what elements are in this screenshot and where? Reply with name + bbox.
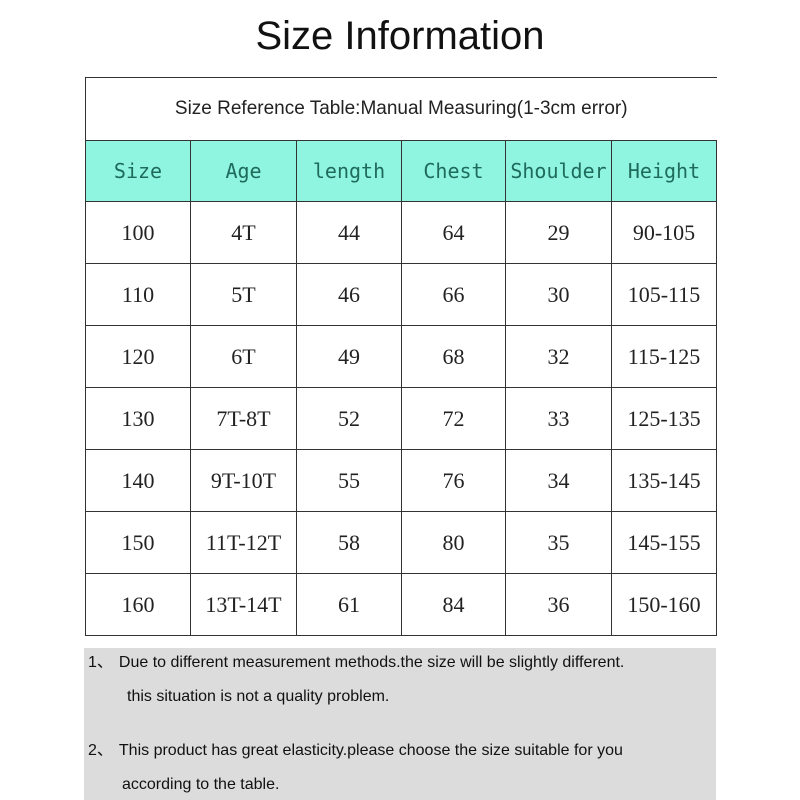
table-cell-height: 145-155 [611, 511, 717, 574]
table-row: 150 11T-12T 58 80 35 145-155 [85, 511, 717, 574]
table-cell-height: 90-105 [611, 201, 717, 264]
table-cell-height: 105-115 [611, 263, 717, 326]
table-caption-row: Size Reference Table:Manual Measuring(1-… [85, 77, 717, 141]
table-row: 100 4T 44 64 29 90-105 [85, 201, 717, 264]
table-cell-shoulder: 32 [505, 325, 612, 388]
table-cell-size: 120 [85, 325, 191, 388]
note-2: 2、 This product has great elasticity.plea… [88, 736, 623, 760]
table-cell-chest: 84 [401, 573, 506, 636]
table-cell-age: 7T-8T [190, 387, 297, 450]
table-cell-length: 46 [296, 263, 402, 326]
table-cell-height: 115-125 [611, 325, 717, 388]
table-cell-chest: 72 [401, 387, 506, 450]
table-cell-shoulder: 30 [505, 263, 612, 326]
table-cell-height: 150-160 [611, 573, 717, 636]
table-row: 140 9T-10T 55 76 34 135-145 [85, 449, 717, 512]
table-cell-age: 13T-14T [190, 573, 297, 636]
table-cell-size: 100 [85, 201, 191, 264]
table-cell-height: 135-145 [611, 449, 717, 512]
table-cell-length: 49 [296, 325, 402, 388]
note-number: 1、 [88, 654, 113, 671]
table-caption: Size Reference Table:Manual Measuring(1-… [85, 77, 717, 141]
table-cell-height: 125-135 [611, 387, 717, 450]
table-cell-shoulder: 35 [505, 511, 612, 574]
page-title: Size Information [255, 14, 545, 58]
table-cell-chest: 76 [401, 449, 506, 512]
table-cell-size: 140 [85, 449, 191, 512]
table-row: 110 5T 46 66 30 105-115 [85, 263, 717, 326]
table-cell-length: 61 [296, 573, 402, 636]
table-cell-shoulder: 33 [505, 387, 612, 450]
note-text: This product has great elasticity.please… [118, 742, 623, 759]
note-1-continued: this situation is not a quality problem. [127, 688, 390, 705]
table-cell-chest: 80 [401, 511, 506, 574]
table-cell-age: 5T [190, 263, 297, 326]
table-cell-chest: 68 [401, 325, 506, 388]
table-row: 160 13T-14T 61 84 36 150-160 [85, 573, 717, 636]
table-cell-length: 55 [296, 449, 402, 512]
note-text: Due to different measurement methods.the… [118, 654, 625, 671]
column-header-chest: Chest [401, 140, 506, 202]
size-table: Size Reference Table:Manual Measuring(1-… [85, 77, 717, 636]
table-cell-size: 150 [85, 511, 191, 574]
table-cell-age: 9T-10T [190, 449, 297, 512]
table-cell-size: 110 [85, 263, 191, 326]
table-cell-age: 4T [190, 201, 297, 264]
table-cell-shoulder: 29 [505, 201, 612, 264]
table-cell-length: 58 [296, 511, 402, 574]
table-cell-age: 11T-12T [190, 511, 297, 574]
table-cell-size: 130 [85, 387, 191, 450]
table-cell-size: 160 [85, 573, 191, 636]
column-header-length: length [296, 140, 402, 202]
note-2-continued: according to the table. [122, 776, 280, 793]
table-row: 120 6T 49 68 32 115-125 [85, 325, 717, 388]
table-cell-shoulder: 36 [505, 573, 612, 636]
column-header-size: Size [85, 140, 191, 202]
table-cell-chest: 64 [401, 201, 506, 264]
notes-box: 1、 Due to different measurement methods.t… [84, 648, 716, 800]
note-1: 1、 Due to different measurement methods.t… [88, 648, 624, 672]
table-cell-length: 44 [296, 201, 402, 264]
column-header-shoulder: Shoulder [505, 140, 612, 202]
column-header-age: Age [190, 140, 297, 202]
table-cell-shoulder: 34 [505, 449, 612, 512]
table-row: 130 7T-8T 52 72 33 125-135 [85, 387, 717, 450]
table-cell-chest: 66 [401, 263, 506, 326]
table-cell-age: 6T [190, 325, 297, 388]
table-cell-length: 52 [296, 387, 402, 450]
note-number: 2、 [88, 742, 113, 759]
table-header-row: Size Age length Chest Shoulder Height [85, 140, 717, 202]
column-header-height: Height [611, 140, 717, 202]
